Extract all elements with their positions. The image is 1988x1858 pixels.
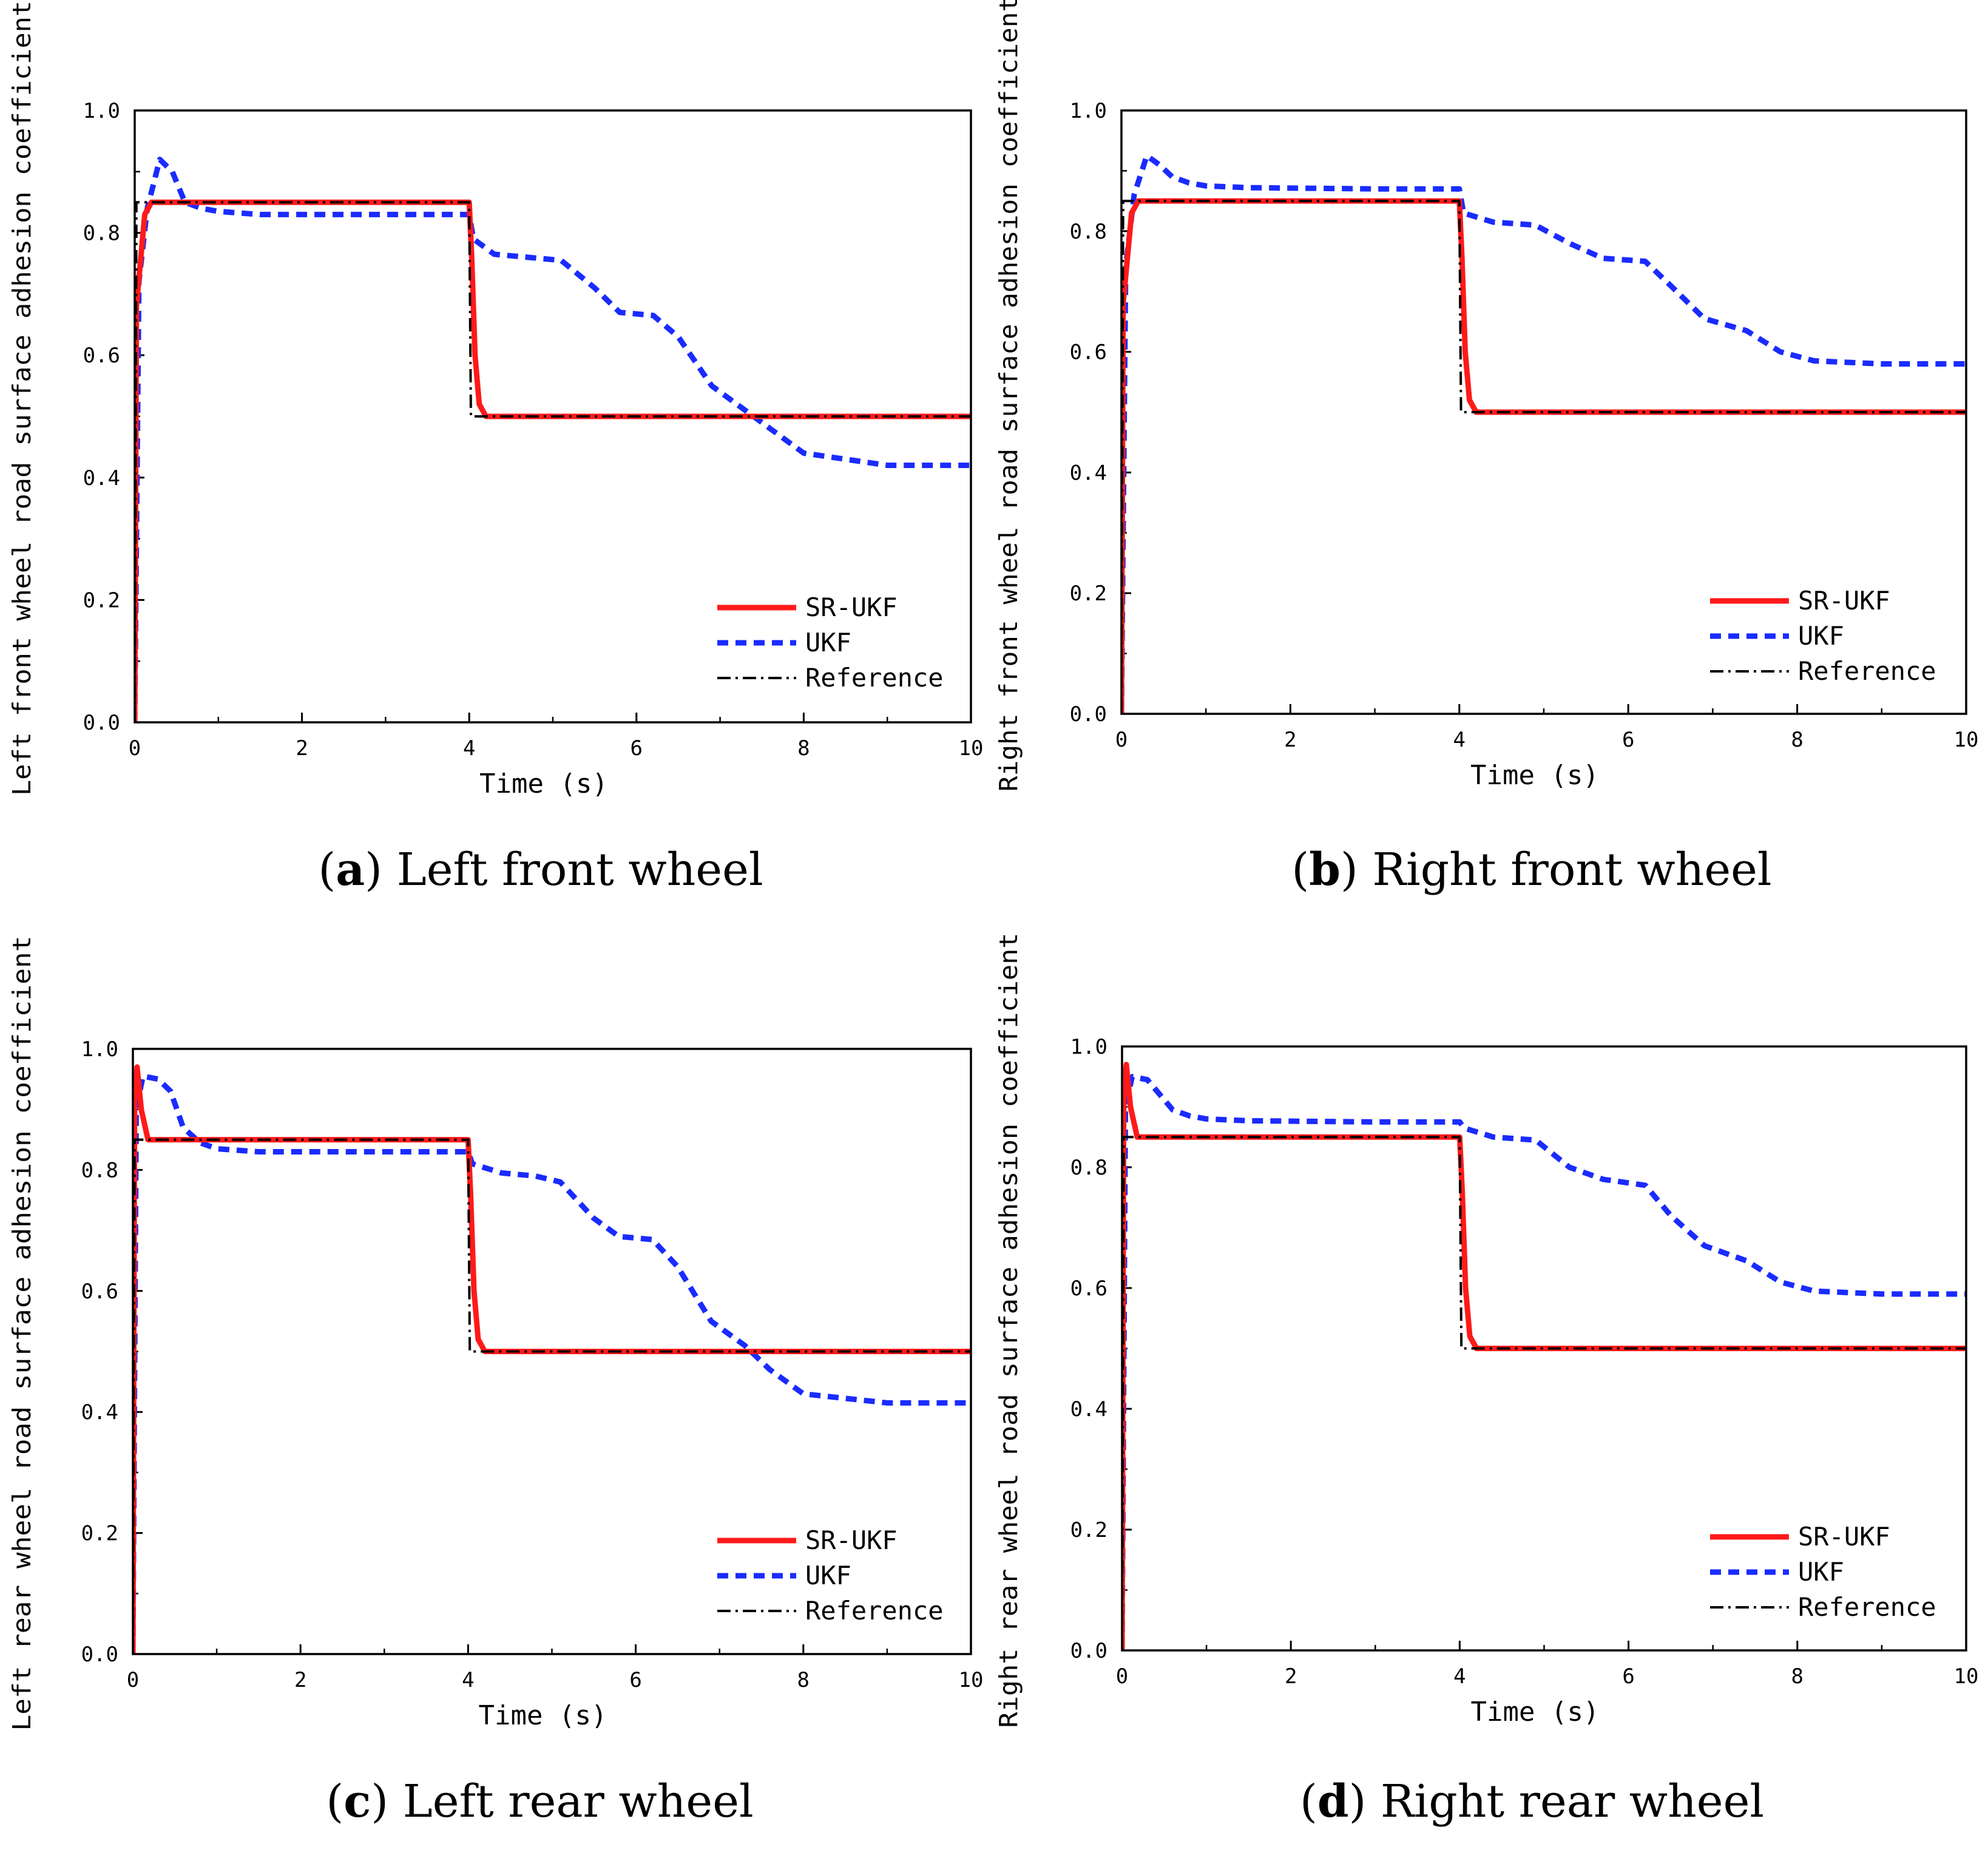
y-axis-title: Right front wheel road surface adhesion …	[994, 0, 1023, 792]
panel-caption: (a) Left front wheel	[318, 844, 763, 896]
x-tick-label: 4	[462, 1668, 474, 1692]
y-tick-label: 0.2	[1070, 1518, 1107, 1542]
plot-frame	[134, 109, 972, 724]
series-line-reference	[1121, 200, 1966, 714]
legend-label: Reference	[1798, 656, 1936, 686]
panel-caption: (d) Right rear wheel	[1300, 1775, 1764, 1828]
x-tick-label: 4	[463, 736, 475, 761]
chart-panel-a: 0 2 4 6 8 10 0.0 0.2 0.4 0.6 0.8 1.0 SR-UKF UKF Refere…	[7, 1, 983, 896]
y-tick-label: 0.8	[1070, 220, 1107, 244]
chart-panel-c: 0 2 4 6 8 10 0.0 0.2 0.4 0.6 0.8 1.0 SR-UKF UKF Refere…	[7, 936, 983, 1828]
x-tick-label: 8	[797, 1668, 810, 1692]
y-tick-label: 0.6	[1070, 341, 1107, 365]
series-line-ukf	[133, 1073, 971, 1654]
series-line-reference	[1122, 1136, 1966, 1650]
plot-frame	[132, 1048, 972, 1655]
panel-caption: (b) Right front wheel	[1291, 844, 1771, 896]
y-tick-label: 0.2	[1070, 581, 1107, 606]
y-tick-label: 0.0	[83, 711, 120, 735]
x-tick-label: 6	[1622, 728, 1634, 752]
y-tick-label: 0.2	[81, 1522, 118, 1546]
x-tick-label: 6	[629, 1668, 641, 1692]
y-tick-label: 1.0	[1070, 1035, 1107, 1059]
x-tick-label: 2	[1284, 728, 1296, 752]
y-tick-label: 1.0	[1070, 99, 1107, 123]
x-axis-title: Time (s)	[1471, 1697, 1600, 1727]
legend-label: Reference	[1798, 1592, 1936, 1622]
legend-label: Reference	[805, 663, 944, 693]
legend-label: Reference	[805, 1596, 944, 1626]
series-line-ukf	[1121, 153, 1966, 714]
y-tick-label: 0.0	[81, 1643, 118, 1667]
x-tick-label: 2	[294, 1668, 306, 1692]
series-line-reference	[133, 1138, 971, 1654]
x-axis-title: Time (s)	[479, 1700, 607, 1731]
y-tick-label: 0.0	[1070, 1639, 1107, 1663]
x-tick-label: 2	[296, 736, 308, 761]
x-tick-label: 10	[959, 736, 984, 761]
x-tick-label: 6	[631, 736, 643, 761]
y-tick-label: 0.6	[81, 1280, 118, 1304]
x-tick-label: 0	[1115, 728, 1128, 752]
plot-frame	[1121, 1045, 1967, 1652]
series-line-reference	[135, 201, 971, 722]
legend-label: UKF	[805, 1561, 851, 1590]
y-axis-title: Left front wheel road surface adhesion c…	[7, 1, 36, 796]
x-tick-label: 10	[1954, 1664, 1979, 1689]
x-tick-label: 4	[1453, 1664, 1466, 1689]
y-tick-label: 0.4	[81, 1400, 118, 1425]
y-axis-title: Right rear wheel road surface adhesion c…	[994, 933, 1023, 1728]
legend-label: SR-UKF	[1798, 1522, 1890, 1551]
x-tick-label: 10	[959, 1668, 984, 1692]
y-tick-label: 0.0	[1070, 702, 1107, 727]
y-tick-label: 0.8	[1070, 1156, 1107, 1180]
panel-caption: (c) Left rear wheel	[326, 1775, 753, 1828]
x-tick-label: 4	[1453, 728, 1466, 752]
x-tick-label: 0	[1116, 1664, 1128, 1689]
y-tick-label: 0.4	[83, 466, 120, 490]
x-tick-label: 8	[1791, 1664, 1804, 1689]
y-tick-label: 1.0	[83, 99, 120, 123]
y-tick-label: 0.8	[81, 1158, 118, 1182]
legend: SR-UKF UKF Reference	[1710, 586, 1936, 686]
x-tick-label: 10	[1954, 728, 1979, 752]
legend-label: UKF	[1798, 1557, 1844, 1587]
chart-panel-d: 0 2 4 6 8 10 0.0 0.2 0.4 0.6 0.8 1.0 SR-UKF UKF Refere…	[994, 933, 1978, 1828]
y-tick-label: 0.6	[83, 344, 120, 368]
x-tick-label: 0	[129, 736, 141, 761]
chart-panel-b: 0 2 4 6 8 10 0.0 0.2 0.4 0.6 0.8 1.0 SR-UKF UKF Refere…	[994, 0, 1978, 896]
x-tick-label: 0	[127, 1668, 139, 1692]
y-tick-label: 0.4	[1070, 1397, 1107, 1422]
y-tick-label: 0.2	[83, 588, 120, 612]
series-line-ukf	[135, 157, 971, 722]
x-axis-title: Time (s)	[1470, 760, 1599, 791]
x-tick-label: 2	[1285, 1664, 1297, 1689]
legend: SR-UKF UKF Reference	[717, 592, 944, 693]
plot-frame	[1120, 109, 1967, 715]
x-tick-label: 8	[797, 736, 810, 761]
y-tick-label: 0.4	[1070, 461, 1107, 485]
legend-label: SR-UKF	[805, 592, 898, 622]
x-tick-label: 6	[1622, 1664, 1634, 1689]
y-axis-title: Left rear wheel road surface adhesion co…	[7, 936, 36, 1731]
legend-label: UKF	[1798, 621, 1844, 651]
legend-label: SR-UKF	[805, 1525, 898, 1555]
y-tick-label: 0.8	[83, 222, 120, 246]
y-tick-label: 1.0	[81, 1037, 118, 1062]
legend-label: UKF	[805, 628, 851, 657]
x-tick-label: 8	[1791, 728, 1803, 752]
legend: SR-UKF UKF Reference	[1710, 1522, 1936, 1622]
legend: SR-UKF UKF Reference	[717, 1525, 944, 1626]
legend-label: SR-UKF	[1798, 586, 1890, 615]
y-tick-label: 0.6	[1070, 1277, 1107, 1301]
series-line-ukf	[1122, 1074, 1966, 1650]
x-axis-title: Time (s)	[479, 768, 608, 799]
